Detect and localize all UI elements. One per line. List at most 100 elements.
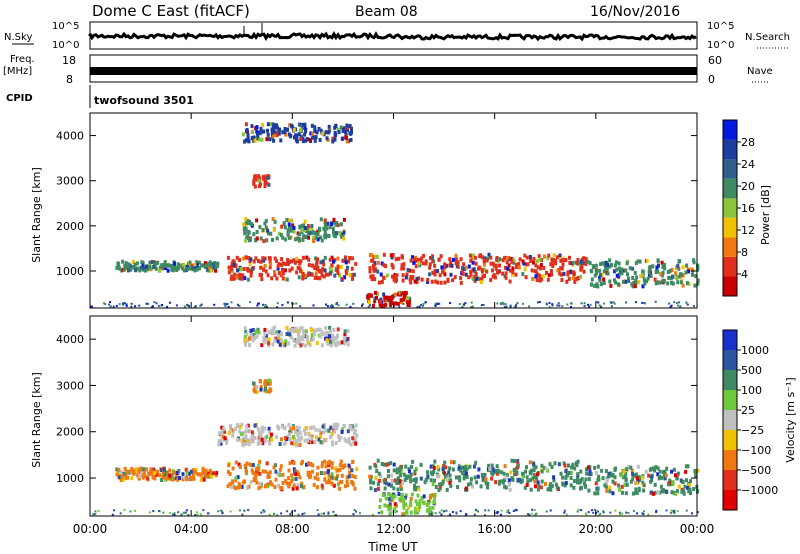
colorbar-tick-label: −1000 [741,484,778,497]
data-cell [142,467,145,472]
data-cell [294,430,298,435]
data-cell [296,483,300,488]
data-cell [400,494,404,499]
data-cell [559,471,563,476]
data-cell [411,459,415,464]
data-speckle [437,302,440,305]
data-cell [127,262,131,267]
colorbar-tick-label: 16 [741,202,755,215]
data-cell [335,426,338,431]
data-cell [667,482,670,487]
data-cell [278,467,282,472]
data-cell [336,270,340,275]
data-speckle [463,303,466,306]
data-cell [334,466,338,471]
data-cell [281,481,285,485]
data-cell [134,268,138,273]
data-cell [474,261,478,266]
data-cell [226,484,230,489]
data-cell [293,343,297,348]
data-cell [419,476,423,481]
data-cell [225,438,229,443]
data-cell [588,472,592,477]
data-cell [313,475,317,480]
data-cell [428,272,432,277]
data-cell [391,253,395,257]
data-cell [146,476,150,481]
data-cell [372,264,376,269]
data-cell [260,437,264,442]
data-cell [409,479,413,484]
data-cell [182,475,186,480]
data-cell [329,270,333,275]
data-cell [314,235,318,240]
data-cell [572,275,576,280]
data-cell [598,268,602,273]
data-cell [469,273,473,278]
data-cell [682,489,686,494]
data-cell [310,272,314,277]
data-cell [267,378,271,383]
freq-unit: [MHz] [3,66,32,77]
data-cell [560,266,564,271]
data-cell [331,442,335,447]
data-cell [269,122,273,127]
colorbar-segment [723,237,737,257]
data-cell [436,269,440,274]
data-cell [316,265,320,270]
data-cell [426,501,430,506]
data-cell [469,477,473,482]
data-cell [298,339,301,344]
data-cell [304,235,308,239]
data-cell [474,460,478,465]
data-cell [613,263,617,268]
data-cell [289,133,293,138]
data-cell [390,473,394,478]
colorbar-tick-label: 25 [741,404,755,417]
data-speckle [123,302,126,305]
data-cell [306,470,310,475]
data-cell [312,482,316,487]
data-cell [257,439,261,444]
data-cell [614,280,618,285]
data-cell [402,497,406,502]
data-cell [494,266,498,271]
data-cell [319,235,323,240]
data-cell [204,263,208,268]
data-cell [689,491,692,496]
data-cell [230,485,234,489]
data-cell [609,471,613,476]
data-cell [298,225,302,230]
data-speckle [514,305,517,308]
data-cell [350,273,354,278]
data-cell [516,478,520,483]
data-cell [327,129,331,134]
data-speckle [516,302,519,305]
data-speckle [598,514,600,517]
data-cell [409,280,413,285]
nsky-tick-bottom: 10^0 [52,40,79,51]
data-cell [231,466,235,471]
data-cell [525,255,529,260]
x-tick-label: 20:00 [579,522,614,536]
data-cell [373,268,377,273]
data-cell [584,257,588,261]
data-cell [625,261,629,266]
data-cell [479,253,483,258]
data-cell [382,252,386,257]
data-cell [295,486,299,491]
data-cell [293,260,297,265]
data-cell [267,343,271,348]
data-cell [666,281,670,286]
data-speckle [345,303,348,306]
data-speckle [431,511,434,514]
data-cell [638,259,642,264]
data-cell [428,262,432,267]
data-cell [511,477,515,482]
data-speckle [130,302,133,305]
data-cell [292,461,296,465]
data-cell [393,494,397,499]
data-cell [252,182,256,186]
data-cell [422,253,426,258]
data-speckle [678,301,681,304]
